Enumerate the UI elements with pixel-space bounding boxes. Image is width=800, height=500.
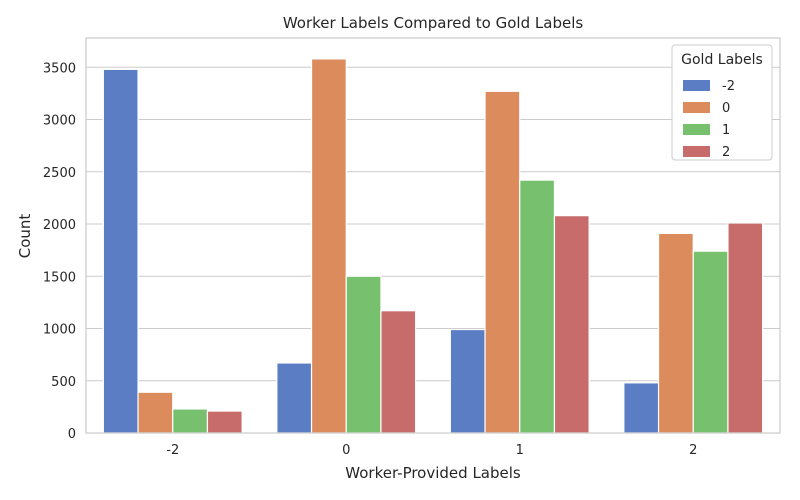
- bar: [310, 58, 347, 434]
- y-tick-label: 1500: [43, 270, 76, 285]
- bars: [102, 58, 764, 434]
- bar: [345, 275, 382, 434]
- legend-items: -2 0 1 2: [683, 79, 735, 160]
- bar: [276, 362, 313, 434]
- y-axis-label: Count: [16, 214, 34, 259]
- bar: [553, 215, 590, 434]
- legend-label: 0: [722, 101, 730, 116]
- bar: [623, 382, 660, 434]
- x-tick-label: 1: [516, 443, 524, 458]
- bar: [484, 90, 521, 434]
- legend-swatch: [683, 102, 710, 113]
- x-tick-label: 0: [342, 443, 350, 458]
- bar: [519, 179, 556, 434]
- x-axis-label: Worker-Provided Labels: [345, 464, 521, 482]
- y-tick-label: 2500: [43, 166, 76, 181]
- bar: [727, 222, 764, 434]
- legend-label: 1: [722, 123, 730, 138]
- legend-label: -2: [722, 79, 735, 94]
- plot-frame: [85, 37, 781, 434]
- x-tick-labels: -2 0 1 2: [166, 443, 697, 458]
- y-tick-labels: 0 500 1000 1500 2000 2500 3000 3500: [43, 61, 76, 442]
- x-tick-label: -2: [166, 443, 179, 458]
- x-tick-label: 2: [689, 443, 697, 458]
- bar: [657, 232, 694, 434]
- legend-label: 2: [722, 145, 730, 160]
- bar: [102, 68, 139, 434]
- bar: [172, 408, 209, 434]
- legend: Gold Labels -2 0 1 2: [671, 44, 773, 161]
- y-tick-label: 3000: [43, 114, 76, 129]
- bar: [137, 391, 174, 434]
- legend-swatch: [683, 124, 710, 135]
- bar: [380, 310, 417, 434]
- y-tick-label: 3500: [43, 61, 76, 76]
- bar: [206, 410, 243, 434]
- y-tick-label: 0: [68, 427, 76, 442]
- y-tick-label: 1000: [43, 323, 76, 338]
- legend-swatch: [683, 80, 710, 91]
- bar: [692, 250, 729, 434]
- chart-title: Worker Labels Compared to Gold Labels: [283, 14, 584, 32]
- y-tick-label: 500: [51, 375, 76, 390]
- legend-swatch: [683, 146, 710, 157]
- y-tick-label: 2000: [43, 218, 76, 233]
- legend-title: Gold Labels: [681, 52, 763, 68]
- bar: [449, 328, 486, 434]
